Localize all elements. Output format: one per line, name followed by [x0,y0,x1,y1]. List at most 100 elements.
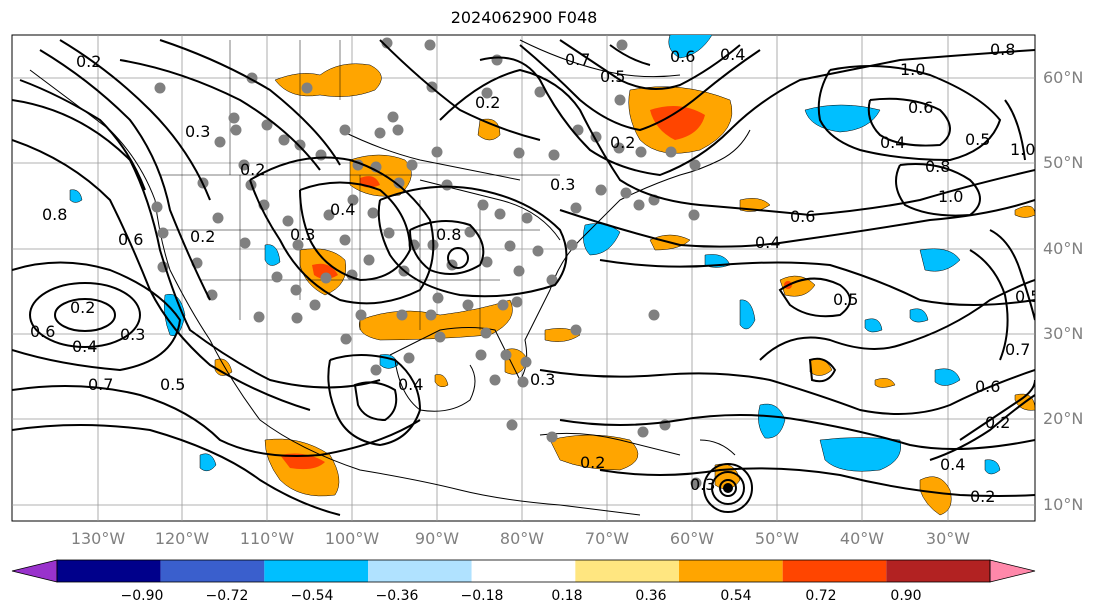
contour-label: 0.5 [965,130,990,149]
lon-label: 40°W [840,529,884,548]
contour-label: 0.4 [72,337,97,356]
lon-label: 120°W [155,529,210,548]
station-dot [441,179,453,191]
station-dot [425,309,437,321]
station-dot [546,431,558,443]
lon-label: 70°W [585,529,629,548]
contour-label: 0.2 [190,227,215,246]
station-dot [228,112,240,124]
colorbar-tick: 0.54 [720,588,751,604]
station-dot [157,227,169,239]
station-dot [504,240,516,252]
colorbar-tick: 0.36 [635,588,666,604]
station-dot [347,194,359,206]
station-dot [546,274,558,286]
station-dot [506,419,518,431]
colorbar-segment [160,560,265,582]
contour-label: 0.8 [925,157,950,176]
contour-label: 0.6 [790,207,815,226]
contour-label: 0.4 [330,200,355,219]
colorbar-segment [471,560,576,582]
station-dot [432,292,444,304]
latitude-labels: 60°N 50°N 40°N 30°N 20°N 10°N [1043,68,1083,514]
station-dot [613,142,625,154]
station-dot [294,139,306,151]
contour-label: 0.3 [530,370,555,389]
contour-label: 0.2 [240,160,265,179]
contour-label: 0.2 [610,133,635,152]
colorbar-segments [11,559,1036,583]
contour-label: 0.3 [690,475,715,494]
station-dot [500,349,512,361]
station-dot [434,331,446,343]
station-dot [521,212,533,224]
station-dot [688,209,700,221]
colorbar-tick: −0.36 [376,588,419,604]
station-dot [475,349,487,361]
station-dot [212,212,224,224]
contour-label: 0.3 [550,175,575,194]
colorbar-tick: 0.72 [805,588,836,604]
station-dot [481,87,493,99]
colorbar-tick: −0.90 [121,588,164,604]
lat-label: 10°N [1043,495,1083,514]
station-dot [301,82,313,94]
station-dot [689,159,701,171]
station-dot [633,199,645,211]
station-dot [424,39,436,51]
lon-label: 30°W [926,529,970,548]
station-dot [497,299,509,311]
station-dot [339,124,351,136]
contour-label: 0.6 [118,230,143,249]
station-dot [367,207,379,219]
station-dot [635,146,647,158]
observation-stations [151,37,702,489]
station-dot [363,254,375,266]
colorbar-tick: 0.18 [551,588,582,604]
colorbar-segment [368,560,472,582]
contour-label: 0.4 [880,133,905,152]
lat-label: 20°N [1043,409,1083,428]
station-dot [477,199,489,211]
contour-label: 0.5 [1015,287,1040,306]
station-dot [481,256,493,268]
lon-label: 130°W [71,529,126,548]
station-dot [370,364,382,376]
station-dot [534,86,546,98]
station-dot [393,177,405,189]
station-dot [614,94,626,106]
contour-label: 0.6 [30,322,55,341]
contour-label: 0.4 [940,455,965,474]
lat-label: 40°N [1043,239,1083,258]
contour-label: 0.3 [120,325,145,344]
station-dot [230,124,242,136]
contour-label: 0.7 [565,50,590,69]
station-dot [520,356,532,368]
lon-label: 60°W [670,529,714,548]
station-dot [637,426,649,438]
station-dot [648,309,660,321]
station-dot [620,187,632,199]
station-dot [278,134,290,146]
contour-label: 1.0 [900,60,925,79]
contour-label: 0.8 [436,225,461,244]
station-dot [239,237,251,249]
contour-label: 0.2 [70,298,95,317]
station-dot [616,39,628,51]
negative-anomaly-shading [69,35,1001,475]
map-panel: 0.2 0.3 0.2 0.2 0.3 0.2 0.4 0.6 0.4 0.6 … [11,34,1083,548]
colorbar-tick: −0.72 [206,588,249,604]
station-dot [532,245,544,257]
colorbar-tick: 0.90 [890,588,921,604]
station-dot [494,208,506,220]
cyclone-center-marker [723,483,733,493]
contour-label: 0.6 [975,377,1000,396]
station-dot [291,312,303,324]
contour-label: 0.8 [990,40,1015,59]
station-dot [431,146,443,158]
station-dot [480,327,492,339]
station-dot [489,374,501,386]
contour-label: 0.4 [398,375,423,394]
station-dot [214,136,226,148]
contour-label: 0.4 [755,233,780,252]
